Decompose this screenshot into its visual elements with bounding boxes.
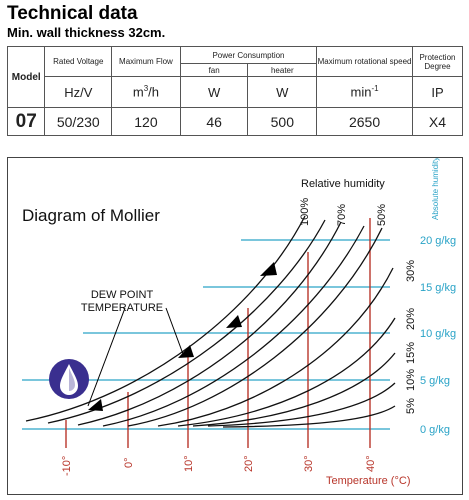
power-fan-header: fan [179,63,249,77]
spec-table: Model Rated Voltage Maximum Flow Power C… [6,46,464,136]
heater-value: 500 [247,107,318,136]
relative-humidity-curves [25,215,396,428]
unit-protection: IP [411,76,464,108]
unit-heater: W [247,76,318,108]
fan-value: 46 [179,107,249,136]
dew-point-leaders [87,307,184,407]
rh-side-5: 5% [405,398,417,414]
rh-curve-5 [222,405,396,428]
water-drop-icon [49,359,89,399]
curve-arrows [88,262,277,411]
rh-side-30: 30% [405,260,417,282]
model-value: 07 [6,107,46,136]
rh-curve-30 [157,267,394,427]
rh-label-100: 100% [299,198,311,226]
model-header: Model [6,46,46,108]
rh-side-10: 10% [405,369,417,391]
power-heater-header: heater [247,63,318,77]
abs-label-5: 5 g/kg [420,375,450,387]
temp-tick-10: 10° [183,455,195,472]
abs-label-10: 10 g/kg [420,328,456,340]
leader-2 [165,307,184,355]
rh-side-20: 20% [405,308,417,330]
max-speed-header: Maximum rotational speed [316,46,413,77]
relative-humidity-label: Relative humidity [301,178,385,190]
unit-fan: W [179,76,249,108]
curve-arrow-1 [88,399,103,411]
voltage-value: 50/230 [44,107,113,136]
curve-arrow-4 [260,262,277,276]
rh-curve-100 [25,215,306,422]
rh-curve-60 [102,225,365,427]
abs-humidity-labels: 20 g/kg 15 g/kg 10 g/kg 5 g/kg 0 g/kg [420,235,456,436]
unit-voltage: Hz/V [44,76,113,108]
temperature-lines [65,218,371,448]
temp-tick-0: 0° [123,457,135,468]
page-title: Technical data [7,3,138,24]
unit-speed: min-1 [316,76,413,108]
power-consumption-header: Power Consumption [179,46,318,64]
temp-tick-40: 40° [365,455,377,472]
speed-value: 2650 [316,107,413,136]
temp-tick-20: 20° [243,455,255,472]
protection-value: X4 [411,107,464,136]
rh-label-50: 50% [376,204,388,226]
protection-header: Protection Degree [411,46,464,77]
rh-curve-20 [177,317,396,427]
absolute-humidity-label: Absolute humidity [431,158,440,220]
dew-point-label-2: TEMPERATURE [81,302,163,314]
rated-voltage-header: Rated Voltage [44,46,113,77]
rh-side-15: 15% [405,342,417,364]
rh-label-70: 70% [336,204,348,226]
temp-tick-minus10: -10° [61,456,73,476]
rh-curve-70 [77,221,342,426]
rh-curve-10 [207,382,396,427]
diagram-title: Diagram of Mollier [22,206,160,225]
abs-label-0: 0 g/kg [420,424,450,436]
temperature-tick-labels: -10° 0° 10° 20° 30° 40° [61,455,377,476]
unit-flow: m3/h [111,76,181,108]
temperature-axis-label: Temperature (°C) [326,475,410,487]
mollier-diagram: Diagram of Mollier Relative humidity 100… [7,157,463,495]
leader-1 [87,307,126,407]
page-subtitle: Min. wall thickness 32cm. [7,25,166,40]
curve-arrow-2 [178,345,194,358]
rh-curve-50 [127,227,383,427]
rh-curve-90 [47,219,326,424]
temp-tick-30: 30° [303,455,315,472]
max-flow-header: Maximum Flow [111,46,181,77]
dew-point-label-1: DEW POINT [91,289,154,301]
curve-arrow-3 [226,315,242,328]
abs-label-20: 20 g/kg [420,235,456,247]
abs-label-15: 15 g/kg [420,282,456,294]
flow-value: 120 [111,107,181,136]
rh-curve-15 [192,352,396,427]
